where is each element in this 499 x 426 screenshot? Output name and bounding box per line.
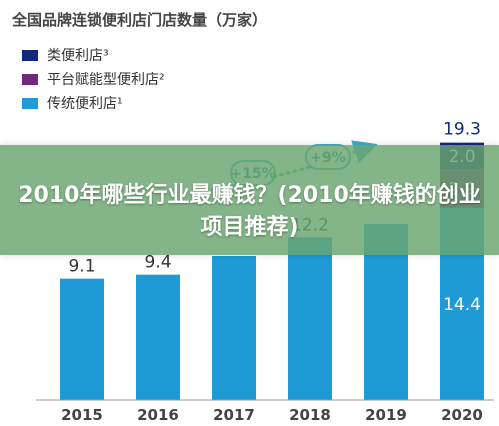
legend-swatch [22,50,38,61]
bar-2017-s0 [212,256,256,400]
bar-2018-s0 [288,237,332,400]
legend-label: 平台赋能型便利店² [47,72,165,88]
legend-swatch [22,98,38,109]
x-tick-label: 2019 [365,406,407,424]
bar-2016-s0 [136,274,180,400]
legend-swatch [22,74,38,85]
x-tick-label: 2016 [137,406,179,424]
data-label: 9.4 [144,253,171,273]
legend-label: 传统便利店¹ [47,96,123,112]
bar-2015-s0 [60,278,104,400]
total-label: 19.3 [443,120,481,140]
legend: 类便利店³ 平台赋能型便利店² 传统便利店¹ [22,48,165,112]
x-tick-label: 2018 [289,406,331,424]
x-tick-label: 2017 [213,406,255,424]
x-tick-label: 2015 [61,406,103,424]
chart-title: 全国品牌连锁便利店门店数量（万家） [11,11,267,29]
data-label: 9.1 [68,257,95,277]
x-axis: 2015 2016 2017 2018 2019 2020 [36,399,494,424]
overlay-banner-title: 2010年哪些行业最赚钱？(2010年赚钱的创业项目推荐) [18,183,481,240]
data-label: 14.4 [443,295,481,315]
overlay-banner [0,145,499,255]
x-tick-label: 2020 [441,406,483,424]
legend-label: 类便利店³ [47,48,109,64]
